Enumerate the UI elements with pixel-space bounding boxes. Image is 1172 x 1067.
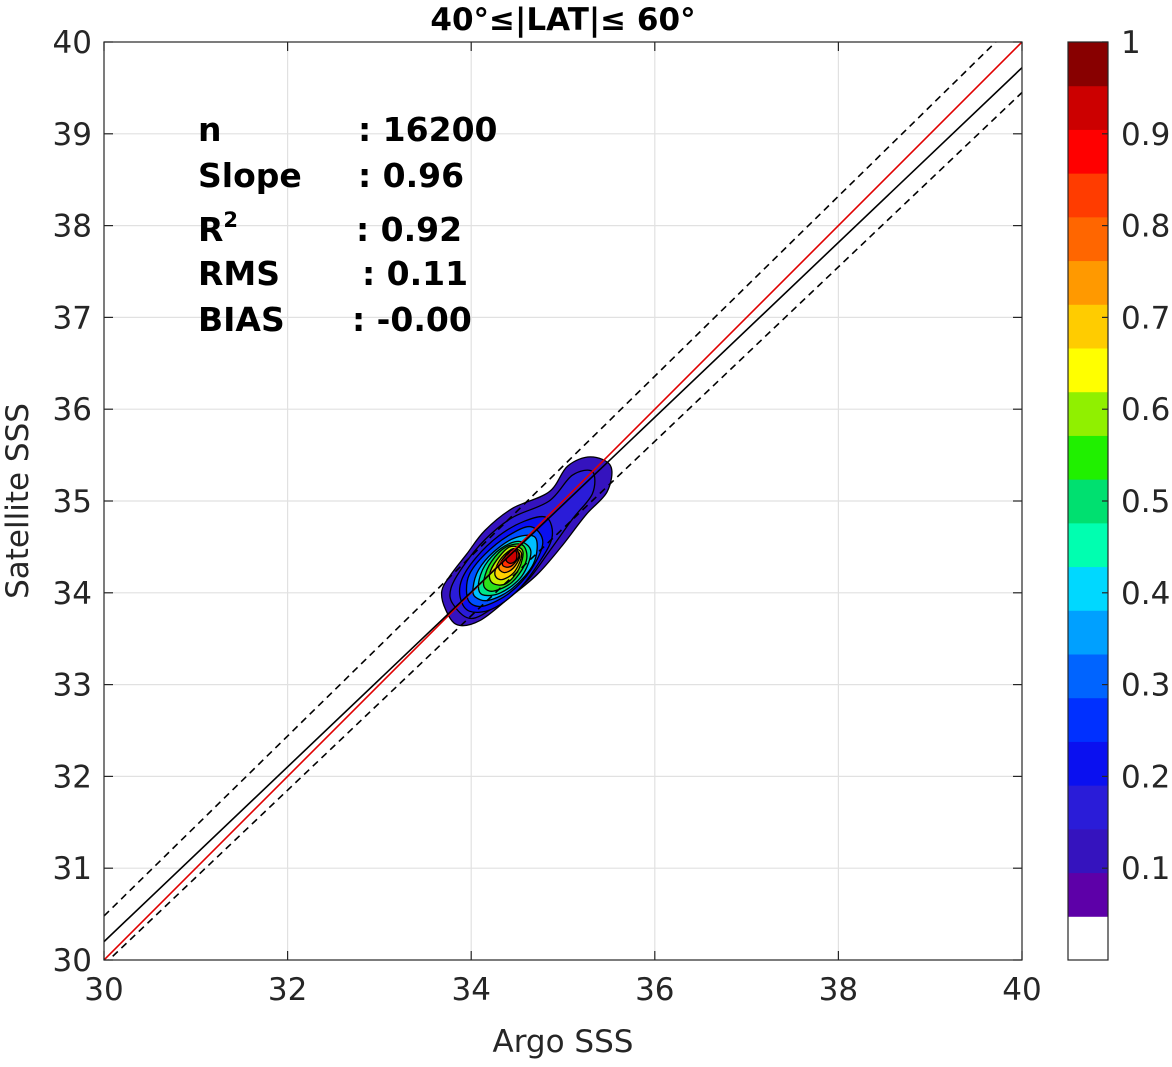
colorbar-swatch [1068,348,1108,393]
y-tick-label: 38 [53,209,92,245]
x-axis-label: Argo SSS [493,1024,634,1060]
stat-label-superscript: 2 [223,208,238,232]
x-tick-label: 30 [84,972,123,1008]
y-tick-label: 36 [53,392,92,428]
y-tick-label: 37 [53,300,92,336]
y-tick-label: 30 [53,943,92,979]
colorbar-swatch [1068,85,1108,130]
y-tick-label: 31 [53,851,92,887]
stat-value: : 0.96 [358,156,464,195]
y-tick-label: 39 [53,117,92,153]
stat-value: : 0.92 [356,210,462,249]
colorbar-swatch [1068,260,1108,305]
colorbar-tick-label: 0.1 [1121,851,1170,887]
y-tick-label: 32 [53,759,92,795]
colorbar-swatch [1068,216,1108,262]
colorbar-swatch [1068,42,1108,87]
stat-label: BIAS [198,300,285,339]
line-layer [104,42,1022,960]
colorbar-swatch [1068,697,1108,742]
colorbar-tick-label: 0.4 [1121,576,1170,612]
colorbar-tick-label: 0.9 [1121,117,1170,153]
y-tick-label: 33 [53,668,92,704]
stat-value: : 16200 [358,110,498,149]
x-tick-label: 40 [1002,972,1041,1008]
y-tick-label: 40 [53,25,92,61]
colorbar-swatch [1068,435,1108,480]
stat-label: R2 [198,208,238,249]
colorbar-tick-label: 0.7 [1121,300,1170,336]
upper-bound-line [104,42,997,917]
regression-line [104,67,1022,943]
colorbar-swatch [1068,654,1108,699]
colorbar-swatch [1068,173,1108,218]
stat-value: : -0.00 [352,300,472,339]
colorbar-tick-label: 0.2 [1121,759,1170,795]
stat-value: : 0.11 [362,254,468,293]
y-axis-label: Satellite SSS [0,403,36,599]
colorbar-swatch [1068,129,1108,174]
one-to-one-line [104,42,1022,960]
colorbar-tick-label: 0.3 [1121,668,1170,704]
colorbar-swatch [1068,304,1108,349]
colorbar-swatch [1068,479,1108,524]
stat-label: Slope [198,156,302,195]
y-tick-label: 34 [53,576,92,612]
colorbar-swatch [1068,566,1108,611]
colorbar-tick-label: 1 [1121,25,1141,61]
colorbar: 0.1 0.2 0.3 0.4 0.5 0.6 0.7 0.8 0.9 1 [1067,25,1170,961]
grid-layer [104,42,1022,960]
colorbar-swatch [1068,916,1108,961]
colorbar-swatch [1068,391,1108,436]
stat-label: n [198,110,222,149]
colorbar-swatch [1068,872,1108,917]
tick-layer: 30 32 34 36 38 40 30 31 32 33 34 35 36 37 38 39 40 [53,25,1042,1008]
x-tick-label: 34 [451,972,490,1008]
colorbar-swatch [1068,741,1108,786]
stat-label: RMS [198,254,280,293]
stats-block: n : 16200 Slope : 0.96 R2 : 0.92 RMS : 0.11 BIAS… [198,110,498,339]
colorbar-swatch [1068,522,1108,568]
colorbar-swatch [1068,828,1108,874]
x-tick-label: 38 [819,972,858,1008]
colorbar-tick-label: 0.8 [1121,209,1170,245]
colorbar-swatch [1068,785,1108,830]
colorbar-tick-label: 0.6 [1121,392,1170,428]
chart-title: 40°≤|LAT|≤ 60° [430,2,695,38]
colorbar-swatch [1068,610,1108,655]
contour-level-0_95 [505,549,518,565]
x-tick-label: 36 [635,972,674,1008]
y-tick-label: 35 [53,484,92,520]
x-tick-label: 32 [268,972,307,1008]
colorbar-tick-label: 0.5 [1121,484,1170,520]
